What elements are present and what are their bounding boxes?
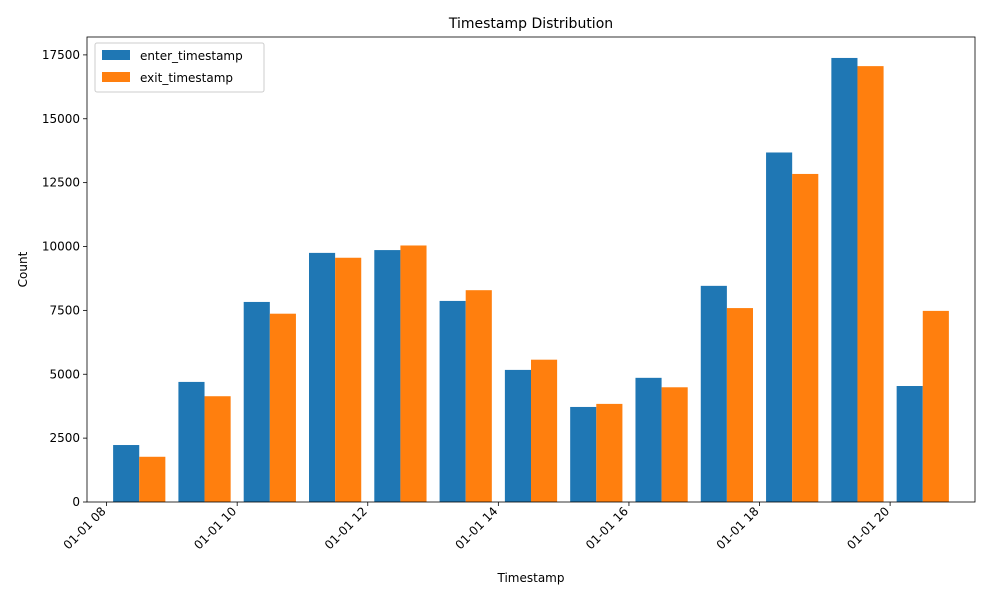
x-tick-label: 01-01 14 — [452, 504, 500, 552]
legend: enter_timestamp exit_timestamp — [94, 42, 265, 93]
bar-enter-timestamp-8 — [635, 377, 662, 502]
y-tick-label: 7500 — [49, 303, 80, 317]
y-tick-label: 10000 — [42, 240, 80, 254]
bar-enter-timestamp-9 — [700, 285, 727, 502]
x-axis: 01-01 08 01-01 10 01-01 12 01-01 14 01-01 16… — [61, 502, 892, 552]
bar-enter-timestamp-1 — [178, 381, 205, 502]
bar-exit-timestamp-1 — [204, 396, 231, 502]
bar-exit-timestamp-7 — [596, 403, 623, 502]
x-tick-label: 01-01 18 — [714, 504, 762, 552]
bar-enter-timestamp-11 — [831, 57, 858, 502]
bar-exit-timestamp-3 — [335, 257, 362, 502]
bar-exit-timestamp-12 — [922, 310, 949, 502]
plot-frame — [86, 36, 976, 503]
bar-enter-timestamp-6 — [504, 369, 531, 502]
bar-exit-timestamp-8 — [661, 387, 688, 502]
bar-enter-timestamp-10 — [766, 152, 793, 502]
bar-exit-timestamp-6 — [531, 359, 558, 502]
bar-enter-timestamp-12 — [896, 386, 923, 502]
x-tick-label: 01-01 08 — [61, 504, 109, 552]
bar-enter-timestamp-7 — [570, 406, 597, 502]
y-tick-label: 12500 — [42, 176, 80, 190]
bar-exit-timestamp-4 — [400, 245, 427, 502]
x-tick-label: 01-01 20 — [844, 504, 892, 552]
y-tick-label: 5000 — [49, 367, 80, 381]
y-tick-label: 0 — [72, 495, 80, 509]
bars-layer — [113, 57, 949, 502]
bar-enter-timestamp-3 — [309, 252, 336, 502]
bar-enter-timestamp-2 — [243, 301, 270, 502]
y-axis-label: Count — [16, 251, 30, 287]
legend-label-exit-timestamp: exit_timestamp — [140, 71, 233, 85]
bar-exit-timestamp-11 — [857, 66, 884, 502]
x-axis-label: Timestamp — [497, 571, 565, 585]
legend-swatch-enter-timestamp — [102, 50, 130, 60]
legend-swatch-exit-timestamp — [102, 72, 130, 82]
x-tick-label: 01-01 10 — [191, 504, 239, 552]
bar-exit-timestamp-9 — [726, 308, 753, 502]
bar-enter-timestamp-5 — [439, 300, 466, 502]
bar-exit-timestamp-10 — [792, 173, 819, 502]
y-tick-label: 15000 — [42, 112, 80, 126]
bar-enter-timestamp-4 — [374, 250, 401, 502]
x-tick-label: 01-01 16 — [583, 504, 631, 552]
legend-label-enter-timestamp: enter_timestamp — [140, 49, 243, 63]
bar-exit-timestamp-2 — [269, 313, 296, 502]
y-axis: 0 2500 5000 7500 10000 12500 15000 17500 — [42, 48, 87, 509]
y-tick-label: 2500 — [49, 431, 80, 445]
bar-enter-timestamp-0 — [113, 445, 140, 502]
bar-exit-timestamp-5 — [465, 290, 492, 502]
y-tick-label: 17500 — [42, 48, 80, 62]
chart-title: Timestamp Distribution — [448, 16, 613, 32]
x-tick-label: 01-01 12 — [322, 504, 370, 552]
bar-exit-timestamp-0 — [139, 456, 166, 502]
legend-box — [94, 42, 265, 93]
